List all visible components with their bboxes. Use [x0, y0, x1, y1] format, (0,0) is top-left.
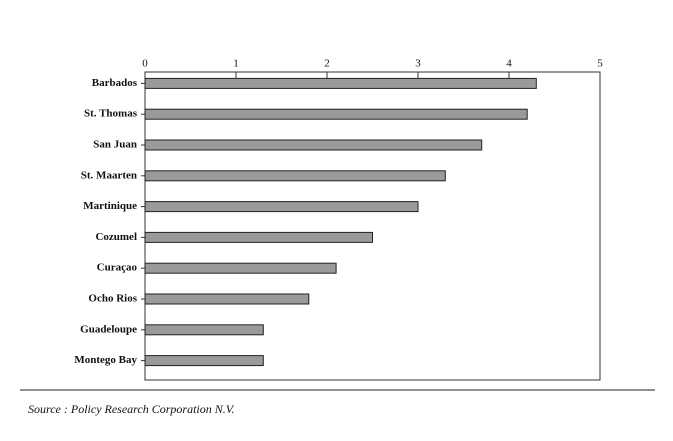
x-tick-label: 4 [506, 58, 512, 70]
bar [144, 231, 373, 243]
y-tick-label: San Juan [93, 139, 137, 151]
source-note: Source : Policy Research Corporation N.V… [28, 402, 235, 416]
bar [144, 293, 310, 305]
y-tick-label: Cozumel [95, 231, 137, 243]
bar [144, 77, 537, 89]
x-tick-label: 1 [233, 58, 239, 70]
y-tick-label: Curaçao [97, 262, 138, 274]
x-tick-label: 2 [324, 58, 330, 70]
bar [144, 262, 337, 274]
x-tick-label: 3 [415, 58, 421, 70]
y-tick-label: Guadeloupe [80, 323, 137, 335]
plot-frame [144, 71, 601, 381]
y-tick-label: Ocho Rios [88, 293, 137, 305]
bar [144, 108, 528, 120]
x-tick-label: 5 [597, 58, 603, 70]
x-tick-label: 0 [142, 58, 148, 70]
bar [144, 201, 419, 213]
y-tick-label: St. Thomas [84, 108, 138, 120]
y-tick-label: Martinique [83, 200, 137, 212]
bar [144, 355, 264, 367]
y-tick-label: St. Maarten [81, 169, 137, 181]
bar [144, 139, 483, 151]
bar [144, 324, 264, 336]
y-tick-label: Montego Bay [74, 354, 137, 366]
y-tick-label: Barbados [92, 77, 138, 89]
bar [144, 170, 446, 182]
